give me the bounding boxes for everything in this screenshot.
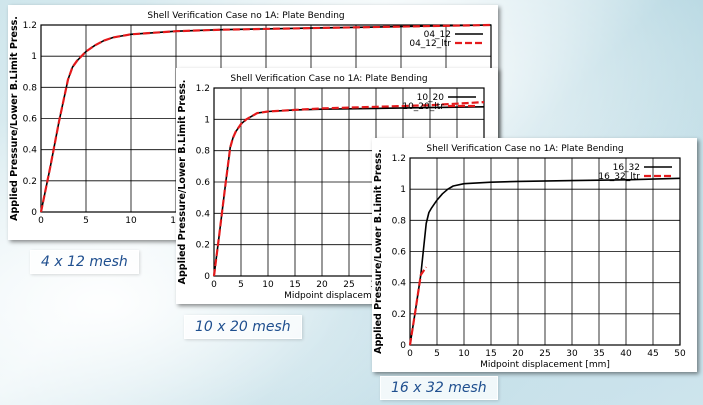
y-tick-label: 0.2	[23, 177, 37, 187]
y-tick-label: 0.8	[196, 147, 211, 157]
x-tick-label: 35	[593, 349, 604, 359]
y-tick-label: 0.4	[196, 209, 211, 219]
x-tick-label: 0	[211, 280, 217, 290]
legend-label: 10_20	[417, 93, 445, 103]
y-tick-label: 1	[204, 115, 210, 125]
series-line-16-32-ltr	[408, 266, 428, 346]
y-tick-label: 0	[31, 208, 37, 218]
plot-frame	[409, 157, 681, 346]
legend-label: 16_32_ltr	[598, 172, 640, 182]
mesh-label-10x20: 10 x 20 mesh	[184, 315, 302, 339]
series-line-04-12-ltr	[39, 23, 492, 213]
y-tick-label: 1	[31, 52, 37, 62]
x-tick-label: 5	[238, 280, 244, 290]
x-tick-label: 15	[289, 280, 300, 290]
chart-title: Shell Verification Case no 1A: Plate Ben…	[426, 144, 623, 154]
series-line-10-20-ltr	[212, 101, 485, 277]
y-tick-label: 1.2	[23, 21, 37, 31]
x-tick-label: 20	[512, 349, 524, 359]
y-axis-label: Applied Pressure/Lower B.Limit Press.	[9, 16, 20, 221]
x-tick-label: 10	[262, 280, 274, 290]
y-tick-label: 0.6	[196, 178, 211, 188]
y-axis-label: Applied Pressure/Lower B.Limit Press.	[373, 149, 384, 354]
x-tick-label: 25	[539, 349, 550, 359]
chart-16x32-svg: Shell Verification Case no 1A: Plate Ben…	[373, 144, 686, 370]
x-tick-label: 10	[125, 216, 137, 226]
x-tick-label: 30	[566, 349, 578, 359]
y-axis-label: Applied Pressure/Lower B.Limit Press.	[177, 80, 188, 285]
x-axis-label: Midpoint displacement [mm]	[284, 291, 414, 301]
x-tick-label: 40	[620, 349, 632, 359]
y-tick-label: 0.8	[23, 83, 38, 93]
y-tick-label: 1	[400, 185, 406, 195]
mesh-label-16x32: 16 x 32 mesh	[380, 376, 498, 400]
x-tick-label: 0	[38, 216, 44, 226]
series-line-16-32	[409, 177, 681, 346]
y-tick-label: 0.6	[392, 248, 407, 258]
chart-title: Shell Verification Case no 1A: Plate Ben…	[147, 11, 344, 21]
y-tick-label: 0.6	[23, 115, 38, 125]
legend-label: 04_12_ltr	[409, 39, 451, 49]
mesh-label-4x12: 4 x 12 mesh	[30, 250, 139, 274]
x-tick-label: 45	[647, 349, 658, 359]
y-tick-label: 1.2	[196, 84, 210, 94]
x-tick-label: 10	[458, 349, 470, 359]
chart-panel-16x32: Shell Verification Case no 1A: Plate Ben…	[372, 138, 697, 372]
x-tick-label: 20	[316, 280, 328, 290]
x-tick-label: 50	[674, 349, 686, 359]
legend-label: 04_12	[424, 30, 451, 40]
y-tick-label: 0.4	[392, 279, 407, 289]
y-tick-label: 0.2	[392, 310, 406, 320]
x-tick-label: 5	[83, 216, 89, 226]
legend-label: 10_20_ltr	[402, 102, 444, 112]
y-tick-label: 0.4	[23, 146, 38, 156]
y-tick-label: 1.2	[392, 154, 406, 164]
y-tick-label: 0.8	[392, 216, 407, 226]
x-axis-label: Midpoint displacement [mm]	[480, 360, 610, 370]
x-tick-label: 25	[343, 280, 354, 290]
x-tick-label: 15	[485, 349, 496, 359]
legend-label: 16_32	[613, 163, 640, 173]
y-tick-label: 0	[400, 341, 406, 351]
x-tick-label: 5	[434, 349, 440, 359]
chart-title: Shell Verification Case no 1A: Plate Ben…	[230, 74, 427, 84]
y-tick-label: 0.2	[196, 241, 210, 251]
y-tick-label: 0	[204, 272, 210, 282]
x-tick-label: 0	[407, 349, 413, 359]
